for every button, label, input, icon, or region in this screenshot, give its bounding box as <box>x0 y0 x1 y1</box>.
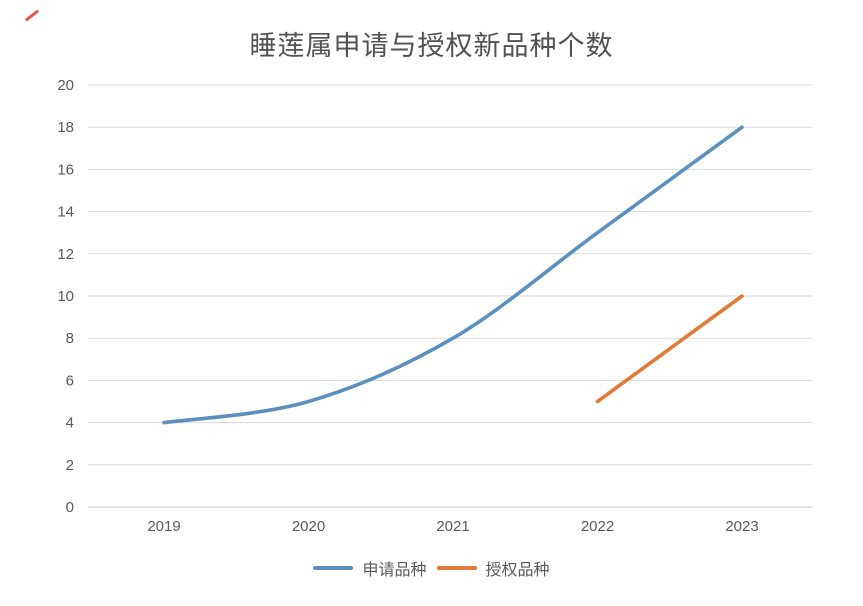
y-tick-label: 2 <box>66 457 74 474</box>
y-tick-label: 0 <box>66 499 74 516</box>
y-tick-label: 10 <box>57 288 74 305</box>
x-tick-label: 2022 <box>581 518 614 535</box>
legend-item-1: 授权品种 <box>436 556 550 580</box>
x-tick-label: 2023 <box>725 518 758 535</box>
series-line-1 <box>595 294 744 404</box>
legend: 申请品种 授权品种 <box>0 556 863 580</box>
legend-label-0: 申请品种 <box>362 562 427 579</box>
y-tick-label: 8 <box>66 330 74 347</box>
legend-label-1: 授权品种 <box>485 562 550 579</box>
y-tick-label: 20 <box>57 77 74 94</box>
x-tick-label: 2021 <box>436 518 469 535</box>
x-tick-label: 2020 <box>292 518 325 535</box>
legend-item-0: 申请品种 <box>313 556 427 580</box>
chart-title: 睡莲属申请与授权新品种个数 <box>249 31 614 62</box>
legend-swatch-0 <box>313 566 354 570</box>
y-tick-label: 12 <box>57 246 74 263</box>
y-tick-label: 16 <box>57 161 74 178</box>
series-line-0 <box>162 125 744 425</box>
y-tick-label: 4 <box>66 415 74 432</box>
y-tick-label: 6 <box>66 372 74 389</box>
y-tick-label: 14 <box>57 204 74 221</box>
x-tick-label: 2019 <box>147 518 180 535</box>
y-tick-label: 18 <box>57 119 74 136</box>
legend-swatch-1 <box>436 566 477 570</box>
